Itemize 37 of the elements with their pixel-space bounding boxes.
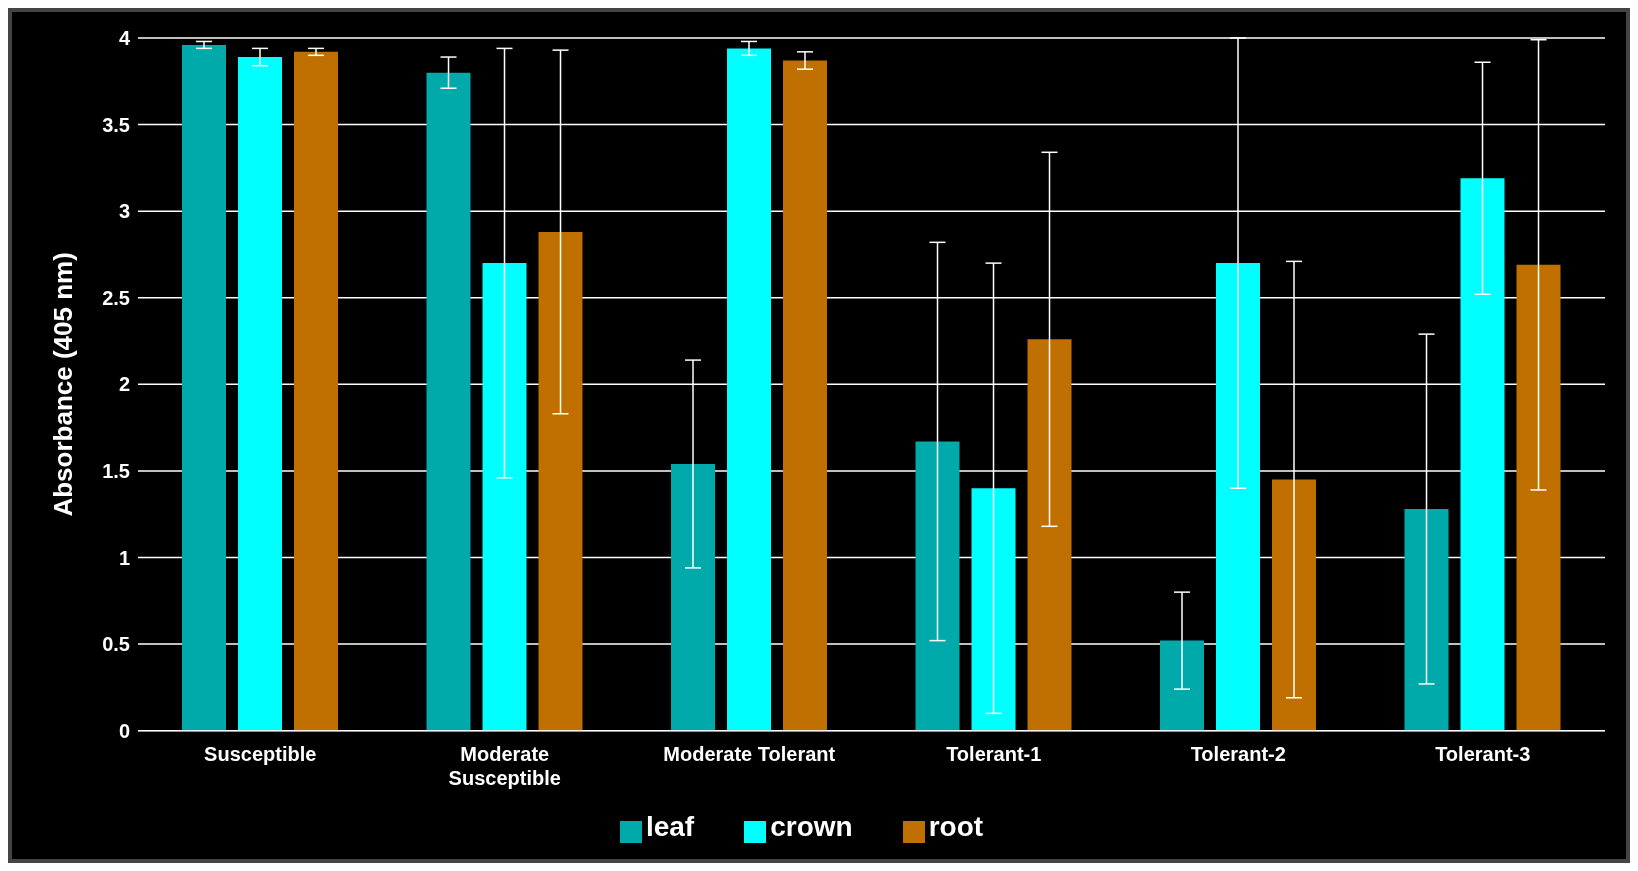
y-tick-label: 1 <box>118 546 130 569</box>
bar <box>1272 479 1317 731</box>
y-tick-label: 2 <box>118 373 130 396</box>
x-tick-label: Tolerant-1 <box>946 742 1042 765</box>
x-tick-label: Tolerant-2 <box>1190 742 1286 765</box>
bar <box>238 57 283 731</box>
x-tick-label: Moderate Susceptible <box>448 742 561 789</box>
bar <box>671 463 716 731</box>
x-tick-label: Tolerant-3 <box>1435 742 1531 765</box>
y-tick-label: 4 <box>118 27 131 50</box>
legend-label: leaf <box>645 810 695 842</box>
y-tick-label: 0 <box>118 719 130 742</box>
bar <box>426 72 471 731</box>
bar <box>1404 509 1449 731</box>
y-axis-title: Absorbance (405 nm) <box>48 252 79 517</box>
bar <box>294 51 339 731</box>
y-tick-label: 0.5 <box>102 633 130 656</box>
bar <box>182 44 227 731</box>
bar <box>1460 178 1505 731</box>
bar <box>727 48 772 731</box>
x-tick-label: Susceptible <box>204 742 317 765</box>
y-tick-label: 3 <box>118 200 130 223</box>
bar <box>1160 640 1205 731</box>
bar <box>538 231 583 731</box>
y-tick-label: 3.5 <box>102 113 130 136</box>
bar <box>482 263 527 731</box>
x-tick-label: Moderate Tolerant <box>663 742 836 765</box>
y-tick-label: 1.5 <box>102 460 130 483</box>
legend-label: crown <box>770 810 853 842</box>
bar <box>1027 339 1072 731</box>
bar <box>783 60 828 731</box>
bar <box>971 488 1016 731</box>
bar <box>915 441 960 731</box>
y-tick-label: 2.5 <box>102 286 130 309</box>
bar <box>1216 263 1261 731</box>
legend-label: root <box>928 810 984 842</box>
bar <box>1516 264 1561 731</box>
